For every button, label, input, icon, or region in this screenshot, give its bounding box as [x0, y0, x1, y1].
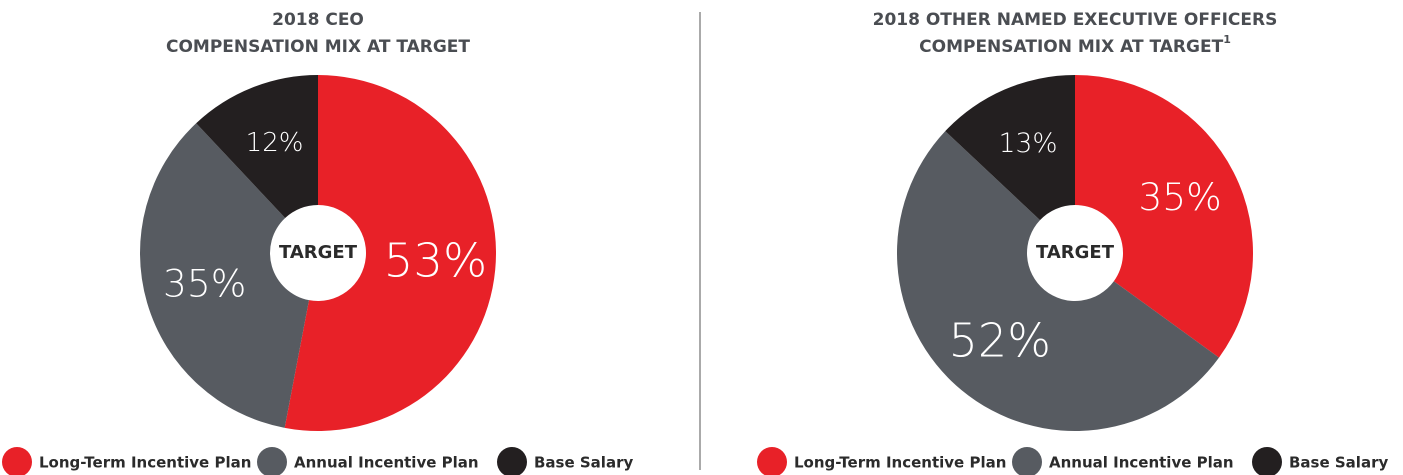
legend-swatch: [1012, 447, 1042, 475]
value-label: 53%: [384, 234, 487, 288]
donut-slice: [284, 75, 496, 431]
chart-title: COMPENSATION MIX AT TARGET1: [919, 33, 1231, 57]
chart-title-line: COMPENSATION MIX AT TARGET: [166, 37, 470, 57]
center-label: TARGET: [279, 242, 358, 263]
legend-label: Long-Term Incentive Plan: [39, 454, 251, 472]
center-label: TARGET: [1036, 242, 1115, 263]
donut-slice: [897, 131, 1220, 431]
legend-swatch: [757, 447, 787, 475]
legend-label: Base Salary: [1289, 454, 1388, 472]
legend-swatch: [1252, 447, 1282, 475]
value-label: 12%: [246, 128, 304, 158]
donut-slice: [945, 75, 1075, 221]
legend-label: Annual Incentive Plan: [1049, 454, 1234, 472]
legend-label: Base Salary: [534, 454, 633, 472]
chart-title: 2018 OTHER NAMED EXECUTIVE OFFICERS: [873, 10, 1278, 30]
donut-slice: [139, 123, 310, 428]
legend-label: Annual Incentive Plan: [294, 454, 479, 472]
value-label: 52%: [949, 313, 1051, 367]
donut-slice: [196, 75, 318, 219]
chart-title: COMPENSATION MIX AT TARGET: [166, 37, 470, 57]
legend-swatch: [497, 447, 527, 475]
legend-swatch: [257, 447, 287, 475]
title-footnote: 1: [1223, 33, 1231, 46]
value-label: 35%: [1138, 175, 1221, 219]
chart-title-line: COMPENSATION MIX AT TARGET: [919, 37, 1223, 57]
donut-slice: [1075, 75, 1253, 358]
legend-label: Long-Term Incentive Plan: [794, 454, 1006, 472]
value-label: 13%: [999, 128, 1058, 159]
value-label: 35%: [163, 261, 246, 305]
legend-swatch: [2, 447, 32, 475]
chart-title: 2018 CEO: [272, 10, 364, 30]
